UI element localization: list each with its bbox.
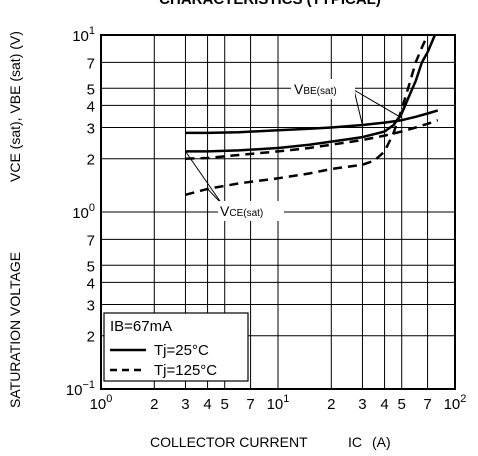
x-tick-label: 4 <box>203 396 211 413</box>
y-tick-label: 5 <box>87 81 95 98</box>
y-axis-label: SATURATION VOLTAGE <box>7 252 23 408</box>
plot-frame <box>100 34 456 390</box>
curve-vbesat-125c <box>185 119 439 160</box>
legend-entry-125c: Tj=125°C <box>154 362 217 379</box>
x-tick-label: 100 <box>90 393 113 413</box>
curve-vcesat-125c <box>185 34 429 197</box>
y-tick-label: 4 <box>87 98 95 115</box>
data-curves <box>185 34 439 197</box>
y-tick-label: 3 <box>87 121 95 138</box>
legend-entry-25c: Tj=25°C <box>154 342 209 359</box>
x-axis-unit: (A) <box>372 434 391 450</box>
x-tick-label: 5 <box>398 396 406 413</box>
chart-title: CHARACTERISTICS (TYPICAL) <box>159 0 381 8</box>
y-tick-label: 101 <box>72 25 95 45</box>
x-tick-label: 102 <box>444 393 467 413</box>
y-tick-label: 4 <box>87 275 95 292</box>
x-tick-label: 3 <box>181 396 189 413</box>
x-tick-label: 7 <box>246 396 254 413</box>
x-tick-label: 2 <box>327 396 335 413</box>
annotation-vce: VCE(sat) <box>220 203 263 219</box>
x-tick-label: 7 <box>423 396 431 413</box>
y-tick-label: 7 <box>87 232 95 249</box>
x-tick-label: 4 <box>380 396 388 413</box>
legend-header: IB=67mA <box>110 318 172 335</box>
x-axis-label: COLLECTOR CURRENT <box>150 434 308 450</box>
x-tick-label: 3 <box>358 396 366 413</box>
y-tick-label: 10−1 <box>66 379 95 399</box>
annotation-leaders <box>185 89 402 205</box>
x-axis-symbol: IC <box>348 434 362 450</box>
x-tick-label: 5 <box>221 396 229 413</box>
y-tick-label: 7 <box>87 55 95 72</box>
leader-vbe-25c <box>353 89 363 126</box>
leader-vbe-125c <box>353 89 402 119</box>
annotation-vbe: VBE(sat) <box>294 81 337 97</box>
curve-vcesat-25c <box>185 34 437 153</box>
y-tick-label: 2 <box>87 152 95 169</box>
leader-vce-25c <box>185 151 223 205</box>
vbe-annotation-bg <box>291 79 355 99</box>
y-tick-label: 100 <box>72 202 95 222</box>
y-tick-label: 3 <box>87 298 95 315</box>
x-tick-labels: 100 2 3 4 5 7 101 2 3 4 5 7 102 <box>90 393 467 413</box>
vce-annotation-bg <box>218 201 284 221</box>
legend: IB=67mA Tj=25°C Tj=125°C <box>103 312 249 382</box>
x-tick-label: 2 <box>150 396 158 413</box>
y-tick-label: 5 <box>87 258 95 275</box>
y-tick-label: 2 <box>87 329 95 346</box>
y-axis-symbols: VCE (sat), VBE (sat) (V) <box>7 31 23 182</box>
x-tick-label: 101 <box>267 393 290 413</box>
curve-vbesat-25c <box>185 109 439 135</box>
